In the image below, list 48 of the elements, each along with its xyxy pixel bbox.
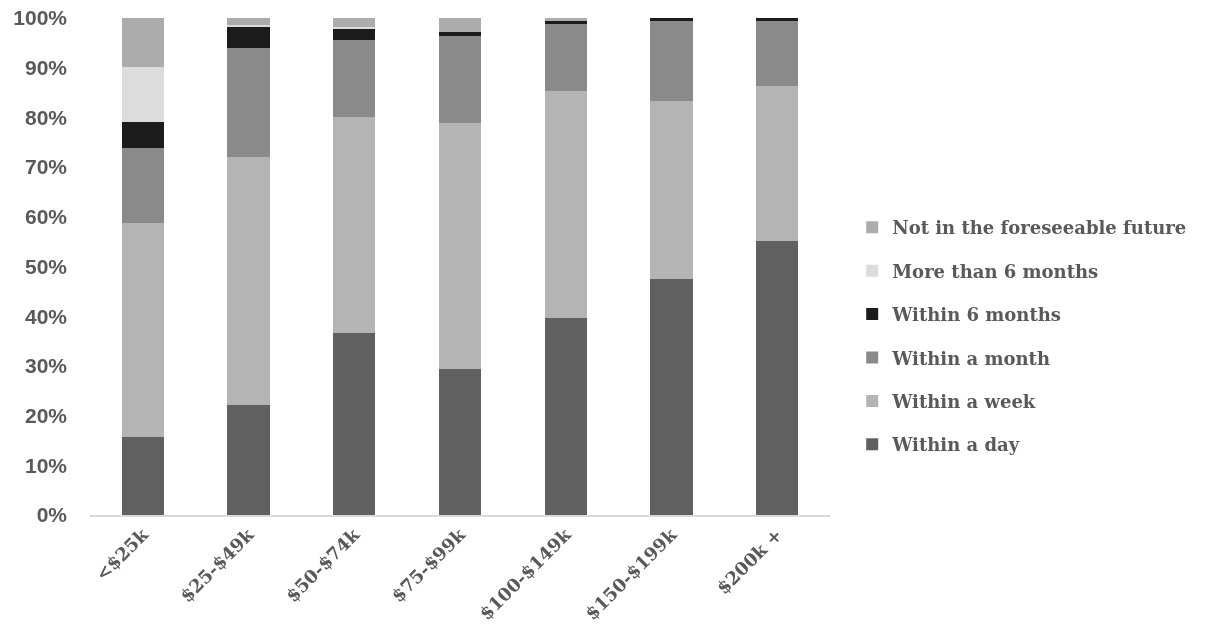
legend-label: Within 6 months bbox=[891, 304, 1061, 326]
bar bbox=[650, 101, 693, 279]
bar bbox=[121, 67, 164, 122]
bar bbox=[756, 18, 799, 21]
bar bbox=[544, 91, 587, 318]
bar bbox=[438, 368, 482, 515]
y-tick-label: 30% bbox=[24, 354, 68, 378]
bar bbox=[333, 39, 376, 118]
legend-label: Within a week bbox=[891, 390, 1036, 412]
y-tick-label: 20% bbox=[24, 403, 68, 427]
bar bbox=[333, 117, 376, 333]
y-tick-label: 80% bbox=[24, 105, 68, 129]
bar bbox=[438, 18, 482, 32]
bar bbox=[438, 122, 482, 369]
bar bbox=[227, 405, 270, 515]
legend-label: Within a month bbox=[891, 347, 1051, 369]
y-tick-label: 60% bbox=[24, 205, 68, 229]
y-tick-label: 70% bbox=[24, 155, 68, 179]
bar bbox=[121, 121, 164, 149]
bar bbox=[121, 437, 164, 515]
bar bbox=[650, 21, 693, 101]
bar bbox=[438, 36, 482, 123]
y-tick-label: 10% bbox=[24, 453, 68, 477]
bar bbox=[121, 222, 164, 438]
bar bbox=[756, 86, 799, 242]
bar bbox=[121, 148, 164, 223]
bar bbox=[756, 20, 799, 87]
bar bbox=[333, 28, 376, 40]
y-tick-label: 100% bbox=[13, 6, 68, 30]
y-tick-label: 0% bbox=[36, 503, 68, 527]
legend-label: Within a day bbox=[891, 434, 1020, 456]
bar bbox=[227, 47, 270, 158]
bar bbox=[227, 18, 270, 26]
bar bbox=[756, 241, 799, 515]
legend-label: Not in the foreseeable future bbox=[892, 217, 1187, 239]
bar bbox=[544, 317, 587, 515]
y-tick-label: 90% bbox=[24, 56, 68, 80]
bar bbox=[544, 24, 587, 92]
bar bbox=[333, 18, 376, 27]
y-tick-label: 50% bbox=[24, 254, 68, 278]
bar bbox=[333, 332, 376, 515]
bar bbox=[121, 18, 164, 68]
bar bbox=[227, 26, 270, 48]
bar bbox=[333, 26, 376, 29]
bar bbox=[227, 157, 270, 406]
y-tick-label: 40% bbox=[24, 304, 68, 328]
bar bbox=[650, 278, 693, 515]
legend-label: More than 6 months bbox=[892, 260, 1099, 282]
